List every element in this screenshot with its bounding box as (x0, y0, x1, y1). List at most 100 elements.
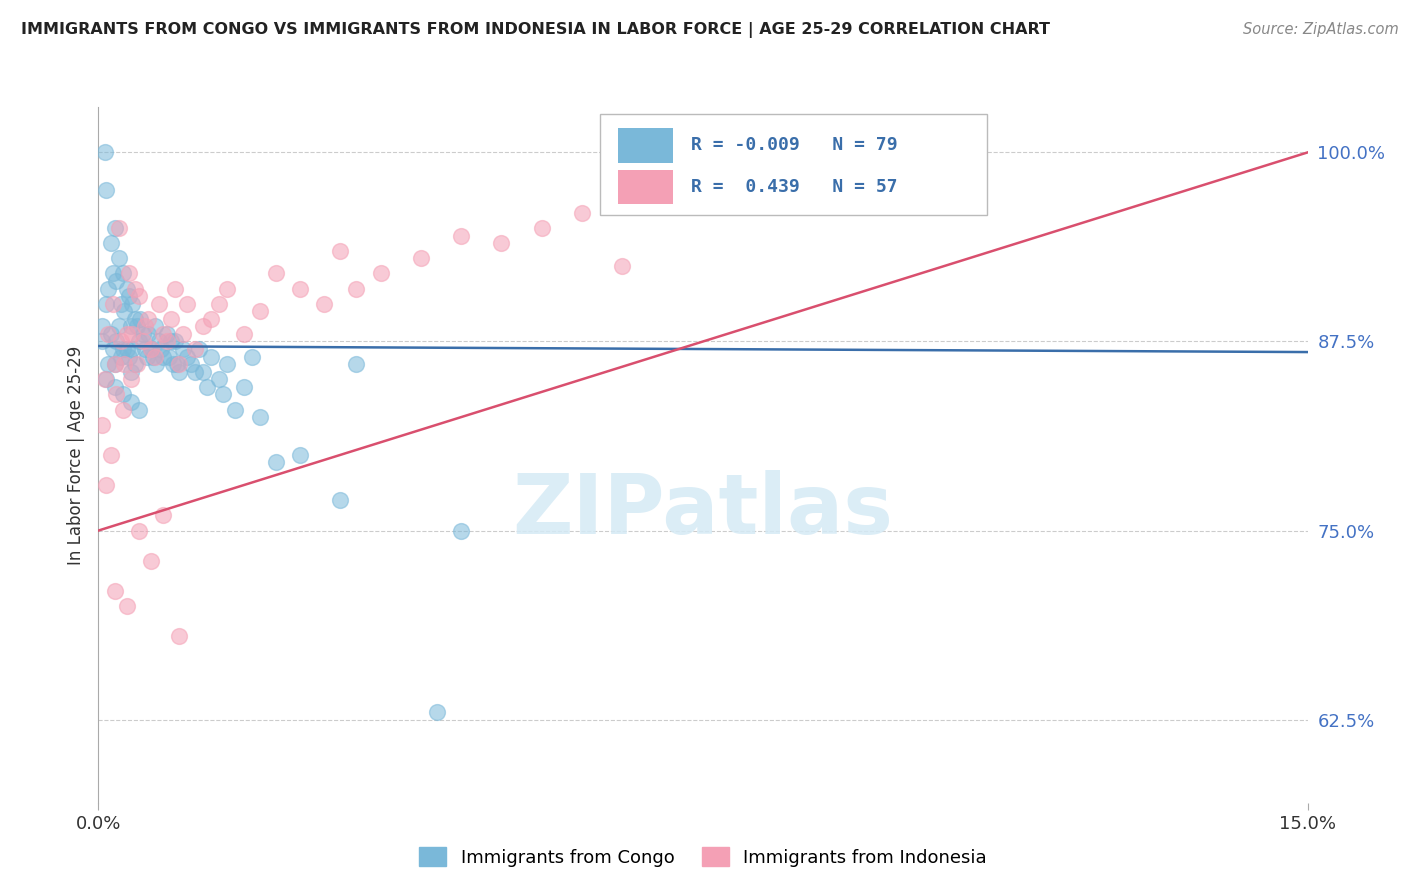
Point (176, 350, 198, 364)
Point (100, 448, 122, 462)
Point (107, 221, 129, 235)
Point (163, 281, 186, 295)
Point (120, 319, 142, 334)
Point (344, 281, 367, 295)
Point (101, 267, 124, 281)
Point (105, 334, 128, 349)
Point (167, 365, 190, 379)
Point (240, 350, 263, 364)
Point (217, 281, 239, 295)
Point (264, 267, 287, 281)
Point (128, 289, 150, 303)
Point (96, 183, 118, 197)
Point (450, 228, 472, 243)
Point (101, 296, 124, 310)
Point (571, 206, 593, 220)
Point (148, 296, 170, 310)
Point (249, 304, 271, 318)
Point (184, 342, 207, 356)
Point (612, 259, 634, 273)
Point (128, 334, 150, 349)
Point (100, 326, 122, 341)
Point (184, 365, 207, 379)
Point (124, 281, 146, 295)
Point (212, 387, 235, 401)
Point (135, 350, 157, 364)
Point (314, 296, 336, 310)
Point (103, 357, 125, 371)
Point (138, 326, 160, 341)
Point (115, 326, 138, 341)
Point (120, 365, 142, 379)
Point (112, 304, 135, 318)
Point (172, 342, 194, 356)
Point (115, 281, 138, 295)
Point (111, 402, 134, 417)
Point (157, 350, 180, 364)
Point (208, 296, 231, 310)
Point (134, 319, 156, 334)
Point (101, 342, 124, 356)
Point (426, 705, 449, 719)
Point (124, 311, 146, 326)
Point (160, 334, 183, 349)
Point (118, 350, 141, 364)
Point (145, 357, 167, 371)
FancyBboxPatch shape (600, 114, 987, 215)
Text: IMMIGRANTS FROM CONGO VS IMMIGRANTS FROM INDONESIA IN LABOR FORCE | AGE 25-29 CO: IMMIGRANTS FROM CONGO VS IMMIGRANTS FROM… (21, 22, 1050, 38)
Point (91, 319, 114, 334)
Point (107, 319, 129, 334)
Bar (619, 169, 672, 204)
Point (288, 281, 311, 295)
Point (139, 342, 162, 356)
Point (96, 372, 118, 386)
Point (132, 334, 155, 349)
Point (110, 334, 132, 349)
Point (96, 296, 118, 310)
Point (142, 350, 165, 364)
Point (152, 350, 174, 364)
Point (329, 493, 352, 508)
Point (96, 478, 118, 492)
Point (193, 365, 215, 379)
Point (172, 326, 194, 341)
Point (118, 267, 141, 281)
Point (91, 334, 114, 349)
Point (224, 402, 246, 417)
Point (217, 357, 239, 371)
Point (111, 342, 134, 356)
Point (232, 380, 254, 394)
Point (94, 145, 117, 160)
Point (100, 236, 122, 251)
Point (128, 524, 150, 538)
Point (105, 387, 128, 401)
Point (139, 554, 162, 568)
Point (370, 267, 392, 281)
Point (163, 334, 186, 349)
Point (167, 629, 190, 643)
Y-axis label: In Labor Force | Age 25-29: In Labor Force | Age 25-29 (66, 345, 84, 565)
Point (120, 395, 142, 409)
Point (97, 281, 120, 295)
Point (249, 410, 271, 425)
Point (143, 319, 166, 334)
Text: ZIPatlas: ZIPatlas (513, 470, 893, 551)
Point (97, 326, 120, 341)
Point (160, 311, 183, 326)
Point (152, 326, 174, 341)
Point (138, 311, 160, 326)
Point (166, 357, 188, 371)
Point (94, 372, 117, 386)
Point (143, 350, 166, 364)
Point (121, 296, 143, 310)
Point (128, 402, 150, 417)
Point (288, 448, 311, 462)
Point (103, 380, 125, 394)
Point (156, 326, 179, 341)
Point (409, 252, 432, 266)
Text: R = -0.009   N = 79: R = -0.009 N = 79 (690, 136, 897, 154)
Point (176, 296, 198, 310)
Bar (619, 128, 672, 162)
Point (139, 342, 162, 356)
Point (530, 221, 553, 235)
